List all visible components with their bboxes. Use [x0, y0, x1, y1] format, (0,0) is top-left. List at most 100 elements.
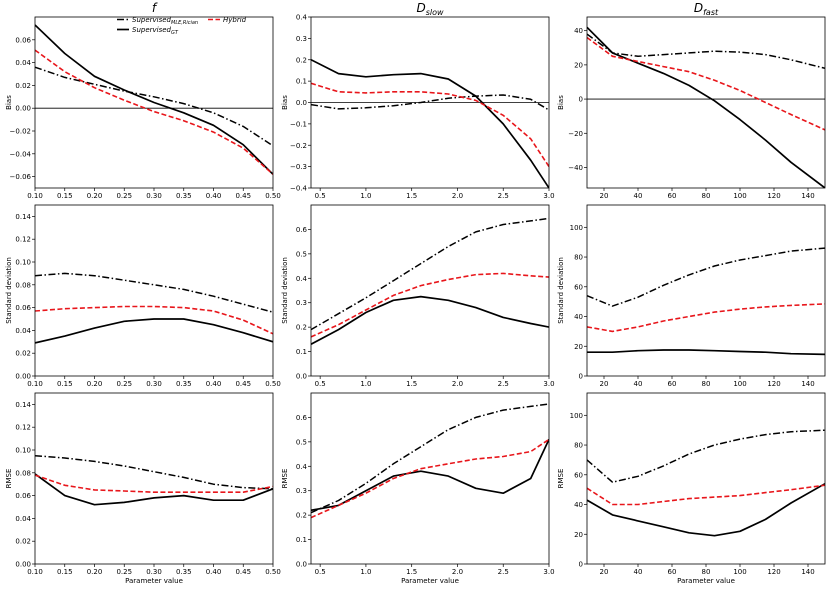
- y-tick-label: 0.4: [296, 14, 308, 22]
- x-tick-label: 140: [801, 380, 814, 388]
- series-line-supervised-mle-rician: [311, 217, 549, 331]
- x-tick-label: 2.5: [498, 192, 509, 200]
- y-tick-label: 0.02: [15, 82, 31, 90]
- x-tick-label: 0.35: [176, 380, 192, 388]
- y-tick-label: 0.08: [15, 281, 31, 289]
- series-line-supervised-gt: [587, 26, 825, 188]
- panel-1-0: 0.10 0.15 0.20 0.25 0.30 0.35 0.40 0.45 0.50 0.00…: [5, 204, 281, 388]
- series-line-supervised-mle-rician: [587, 247, 825, 307]
- y-tick-label: −0.3: [290, 163, 307, 171]
- x-tick-label: 140: [801, 192, 814, 200]
- x-axis-label: Parameter value: [125, 577, 183, 585]
- axes-frame: [34, 392, 274, 565]
- x-tick-label: 0.40: [206, 192, 222, 200]
- panel-1-2: 20 40 60 80 100 120 140 0 20 40 60 80 100 Standard de…: [557, 204, 826, 388]
- x-tick-label: 60: [668, 568, 677, 576]
- x-tick-label: 2.5: [498, 568, 509, 576]
- column-title: f: [152, 1, 158, 15]
- x-tick-label: 0.20: [87, 380, 103, 388]
- series-line-hybrid: [587, 303, 825, 333]
- x-tick-label: 0.15: [57, 380, 73, 388]
- x-tick-label: 0.5: [315, 380, 326, 388]
- y-tick-label: 0.0: [296, 561, 307, 569]
- series-line-supervised-gt: [311, 58, 549, 188]
- panel-1-1: 0.5 1.0 1.5 2.0 2.5 3.0 0.0 0.1 0.2 0.3 0.4 0.5 0.6 S…: [281, 204, 555, 388]
- y-tick-label: 0.4: [296, 275, 308, 283]
- y-tick-label: 0: [579, 96, 583, 104]
- y-tick-label: 100: [570, 224, 583, 232]
- y-tick-label: 0.14: [15, 401, 31, 409]
- y-tick-label: 0.3: [296, 35, 307, 43]
- x-tick-label: 100: [733, 380, 746, 388]
- x-tick-label: 0.50: [265, 192, 281, 200]
- x-tick-label: 0.45: [235, 380, 251, 388]
- column-title: Dfast: [694, 1, 719, 17]
- x-tick-label: 0.25: [116, 192, 132, 200]
- series-line-hybrid: [311, 272, 549, 338]
- series-line-supervised-mle-rician: [311, 94, 549, 111]
- y-tick-label: 0.06: [15, 492, 31, 500]
- x-tick-label: 120: [767, 380, 780, 388]
- panel-0-1: 0.5 1.0 1.5 2.0 2.5 3.0 −0.4 −0.3 −0.2 −0.1 0.0 0.1…: [281, 14, 555, 201]
- series-line-supervised-mle-rician: [587, 429, 825, 483]
- y-tick-label: 0.04: [15, 59, 31, 67]
- y-tick-label: 0: [579, 561, 583, 569]
- y-axis-label: RMSE: [5, 469, 13, 489]
- y-tick-label: 0.2: [296, 56, 307, 64]
- series-line-hybrid: [311, 438, 549, 519]
- y-tick-label: 0.06: [15, 304, 31, 312]
- x-tick-label: 3.0: [543, 192, 554, 200]
- y-axis-label: Bias: [5, 95, 13, 110]
- y-tick-label: 0.2: [296, 324, 307, 332]
- x-tick-label: 0.10: [27, 380, 43, 388]
- series-line-supervised-gt: [35, 318, 273, 344]
- series-line-hybrid: [587, 36, 825, 131]
- series-line-supervised-gt: [587, 349, 825, 356]
- y-tick-label: 0.1: [296, 78, 307, 86]
- axes-frame: [310, 392, 550, 565]
- y-tick-label: 20: [574, 531, 583, 539]
- y-tick-label: −0.06: [10, 173, 32, 181]
- y-tick-label: 60: [574, 283, 583, 291]
- x-tick-label: 0.40: [206, 380, 222, 388]
- x-tick-label: 0.10: [27, 568, 43, 576]
- y-tick-label: 40: [574, 27, 583, 35]
- y-tick-label: 0.00: [15, 373, 31, 381]
- x-tick-label: 3.0: [543, 380, 554, 388]
- y-axis-label: RMSE: [281, 469, 289, 489]
- y-tick-label: 60: [574, 471, 583, 479]
- series-line-supervised-mle-rician: [35, 454, 273, 490]
- y-tick-label: 0.08: [15, 469, 31, 477]
- x-tick-label: 20: [600, 380, 609, 388]
- y-axis-label: Bias: [281, 95, 289, 110]
- x-tick-label: 0.35: [176, 568, 192, 576]
- series-line-hybrid: [35, 305, 273, 335]
- y-axis-label: Bias: [557, 95, 565, 110]
- x-tick-label: 1.5: [406, 192, 417, 200]
- x-tick-label: 80: [702, 192, 711, 200]
- x-tick-label: 0.30: [146, 380, 162, 388]
- y-tick-label: 0.02: [15, 538, 31, 546]
- axes-frame: [34, 204, 274, 377]
- legend-label: SupervisedMLE,Rician: [132, 16, 198, 26]
- x-tick-label: 0.50: [265, 380, 281, 388]
- x-tick-label: 0.20: [87, 568, 103, 576]
- x-tick-label: 1.5: [406, 380, 417, 388]
- x-tick-label: 20: [600, 192, 609, 200]
- y-tick-label: 0.04: [15, 515, 31, 523]
- y-tick-label: 80: [574, 442, 583, 450]
- x-tick-label: 0.50: [265, 568, 281, 576]
- y-tick-label: −0.2: [290, 142, 307, 150]
- x-tick-label: 0.20: [87, 192, 103, 200]
- x-tick-label: 120: [767, 568, 780, 576]
- x-tick-label: 2.0: [452, 568, 463, 576]
- x-tick-label: 3.0: [543, 568, 554, 576]
- y-tick-label: −0.02: [10, 128, 31, 136]
- x-tick-label: 0.25: [116, 380, 132, 388]
- x-tick-label: 0.25: [116, 568, 132, 576]
- x-tick-label: 80: [702, 380, 711, 388]
- series-line-supervised-gt: [35, 473, 273, 506]
- x-tick-label: 2.0: [452, 192, 463, 200]
- y-tick-label: 0.3: [296, 299, 307, 307]
- x-tick-label: 140: [801, 568, 814, 576]
